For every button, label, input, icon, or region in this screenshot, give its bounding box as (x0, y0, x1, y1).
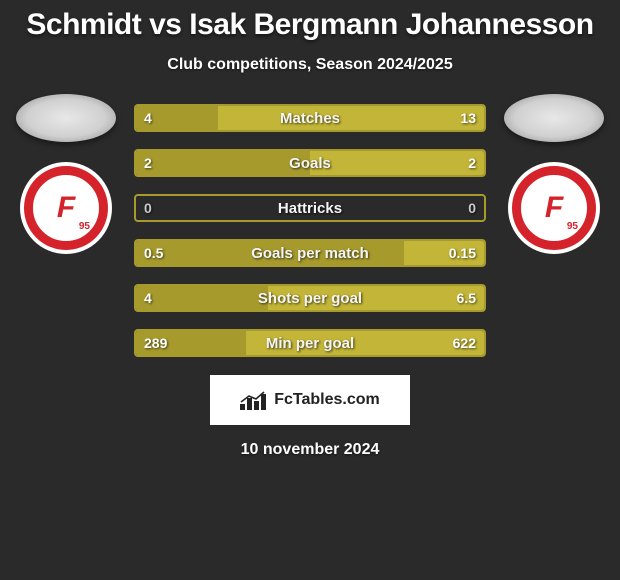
player-left-col: F 95 (16, 94, 116, 254)
stat-bar: 22Goals (134, 149, 486, 177)
player-right-col: F 95 (504, 94, 604, 254)
stat-bar: 289622Min per goal (134, 329, 486, 357)
bar-label: Matches (136, 106, 484, 130)
brand-chart-icon (240, 390, 268, 410)
comparison-bars: 413Matches 22Goals 00Hattricks 0.50.15Goals… (134, 94, 486, 357)
bar-label: Goals (136, 151, 484, 175)
bar-label: Min per goal (136, 331, 484, 355)
player-left-avatar (16, 94, 116, 142)
stat-bar: 46.5Shots per goal (134, 284, 486, 312)
comparison-container: Schmidt vs Isak Bergmann Johannesson Clu… (0, 0, 620, 459)
bar-label: Shots per goal (136, 286, 484, 310)
club-badge-letter: F (20, 162, 112, 254)
club-badge-left: F 95 (20, 162, 112, 254)
player-right-avatar (504, 94, 604, 142)
page-subtitle: Club competitions, Season 2024/2025 (0, 56, 620, 74)
bar-label: Hattricks (136, 196, 484, 220)
date-label: 10 november 2024 (0, 441, 620, 459)
club-badge-number: 95 (79, 221, 90, 232)
footer-brand-badge: FcTables.com (210, 375, 410, 425)
club-badge-letter: F (508, 162, 600, 254)
page-title: Schmidt vs Isak Bergmann Johannesson (0, 8, 620, 42)
stat-bar: 0.50.15Goals per match (134, 239, 486, 267)
stat-bar: 00Hattricks (134, 194, 486, 222)
club-badge-right: F 95 (508, 162, 600, 254)
footer-brand-text: FcTables.com (274, 391, 380, 409)
stat-bar: 413Matches (134, 104, 486, 132)
club-badge-number: 95 (567, 221, 578, 232)
main-row: F 95 413Matches 22Goals 00Hattricks 0.50.15… (0, 94, 620, 357)
bar-label: Goals per match (136, 241, 484, 265)
